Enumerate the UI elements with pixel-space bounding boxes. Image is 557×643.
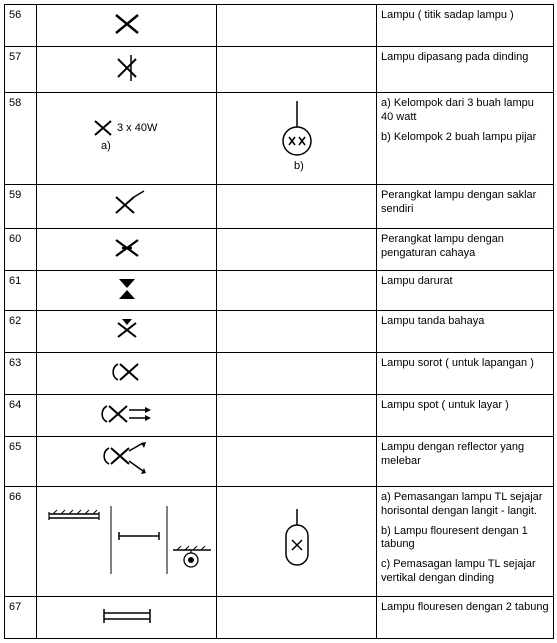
table-row: 60 Perangkat lampu dengan pengaturan cah… (5, 229, 554, 271)
symbol-cell-1 (37, 596, 217, 638)
row-number: 61 (9, 275, 21, 287)
symbol-cell-2 (217, 487, 377, 597)
symbol-cell-2 (217, 395, 377, 437)
symbol-cell-2 (217, 596, 377, 638)
lamp-circle-double-icon: b) (267, 97, 327, 177)
desc-item: b) Lampu flouresent dengan 1 tabung (381, 525, 549, 553)
lamp-switch-icon (100, 189, 154, 221)
symbol-cell-1 (37, 395, 217, 437)
table-row: 66 (5, 487, 554, 597)
symbol-cell-1: 3 x 40W a) (37, 93, 217, 185)
row-number: 59 (9, 189, 21, 201)
table-row: 62 Lampu tanda bahaya (5, 311, 554, 353)
symbol-cell-1 (37, 5, 217, 47)
row-number: 63 (9, 357, 21, 369)
row-number: 66 (9, 491, 21, 503)
row-number: 62 (9, 315, 21, 327)
symbol-cell-2 (217, 353, 377, 395)
lamp-cross-icon (102, 9, 152, 39)
row-desc-list: a) Pemasangan lampu TL sejajar horisonta… (381, 491, 549, 586)
desc-item: a) Kelompok dari 3 buah lampu 40 watt (381, 97, 549, 125)
fluorescent-double-icon (92, 601, 162, 631)
row-desc: Perangkat lampu dengan pengaturan cahaya (381, 233, 504, 259)
desc-item: b) Kelompok 2 buah lampu pijar (381, 131, 549, 145)
symbol-cell-2 (217, 185, 377, 229)
table-row: 65 Lampu dengan reflector yang melebar (5, 437, 554, 487)
row-desc: Lampu sorot ( untuk lapangan ) (381, 357, 534, 369)
symbol-cell-1 (37, 185, 217, 229)
row-desc: Lampu spot ( untuk layar ) (381, 399, 509, 411)
row-desc: Lampu dengan reflector yang melebar (381, 441, 524, 467)
lamp-sub-b: b) (294, 160, 304, 172)
lamp-group-icon: 3 x 40W a) (77, 117, 177, 157)
lamp-sub-a: a) (101, 140, 111, 152)
row-number: 57 (9, 51, 21, 63)
row-number: 64 (9, 399, 21, 411)
fluorescent-single-icon (277, 505, 317, 575)
table-row: 67 Lampu flouresen dengan 2 tabung (5, 596, 554, 638)
symbol-cell-2 (217, 271, 377, 311)
row-desc: Perangkat lampu dengan saklar sendiri (381, 189, 536, 215)
warning-lamp-icon (102, 315, 152, 345)
symbol-cell-2 (217, 47, 377, 93)
symbol-cell-1 (37, 487, 217, 597)
table-row: 58 3 x 40W a) b) a) Kelompok dari 3 buah… (5, 93, 554, 185)
table-row: 59 Perangkat lampu dengan saklar sendiri (5, 185, 554, 229)
desc-item: a) Pemasangan lampu TL sejajar horisonta… (381, 491, 549, 519)
lamp-text: 3 x 40W (117, 122, 158, 134)
symbol-cell-1 (37, 229, 217, 271)
row-number: 60 (9, 233, 21, 245)
table-row: 63 Lampu sorot ( untuk lapangan ) (5, 353, 554, 395)
symbol-cell-1 (37, 437, 217, 487)
table-row: 64 Lampu spot ( untuk layar ) (5, 395, 554, 437)
row-desc: Lampu flouresen dengan 2 tabung (381, 601, 549, 613)
row-desc-list: a) Kelompok dari 3 buah lampu 40 watt b)… (381, 97, 549, 144)
row-desc: Lampu darurat (381, 275, 453, 287)
row-number: 58 (9, 97, 21, 109)
table-row: 57 Lampu dipasang pada dinding (5, 47, 554, 93)
symbol-cell-1 (37, 47, 217, 93)
symbol-cell-2 (217, 5, 377, 47)
symbol-cell-2 (217, 437, 377, 487)
symbol-cell-2 (217, 229, 377, 271)
row-desc: Lampu tanda bahaya (381, 315, 484, 327)
lamp-dimmer-icon (102, 233, 152, 263)
row-desc: Lampu ( titik sadap lampu ) (381, 9, 514, 21)
row-desc: Lampu dipasang pada dinding (381, 51, 528, 63)
symbol-cell-2: b) (217, 93, 377, 185)
row-number: 65 (9, 441, 21, 453)
spotlight-icon (93, 399, 161, 429)
desc-item: c) Pemasagan lampu TL sejajar vertikal d… (381, 558, 549, 586)
symbol-cell-1 (37, 353, 217, 395)
row-number: 56 (9, 9, 21, 21)
emergency-lamp-icon (107, 275, 147, 303)
symbol-cell-1 (37, 271, 217, 311)
reflector-lamp-icon (95, 441, 159, 479)
wall-lamp-icon (102, 51, 152, 85)
symbol-table: 56 Lampu ( titik sadap lampu ) 57 Lampu … (4, 4, 554, 639)
symbol-cell-1 (37, 311, 217, 353)
floodlight-icon (100, 357, 154, 387)
row-number: 67 (9, 601, 21, 613)
symbol-cell-2 (217, 311, 377, 353)
table-row: 56 Lampu ( titik sadap lampu ) (5, 5, 554, 47)
fluorescent-mount-icon (39, 504, 215, 576)
table-row: 61 Lampu darurat (5, 271, 554, 311)
